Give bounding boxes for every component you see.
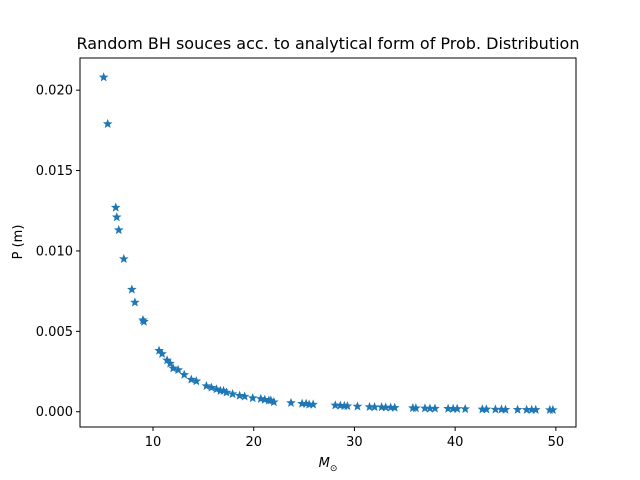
- x-tick-label: 50: [548, 435, 565, 450]
- data-point-star: [460, 403, 471, 414]
- y-axis-title: P (m): [11, 225, 26, 260]
- data-point-star: [113, 225, 124, 235]
- data-point-star: [286, 397, 296, 407]
- data-point-star: [234, 390, 245, 400]
- data-point-star: [512, 404, 523, 414]
- data-point-star: [430, 403, 440, 413]
- x-tick-label: 40: [447, 435, 464, 450]
- data-point-star: [110, 202, 121, 212]
- data-point-star: [389, 402, 400, 412]
- x-axis-title-main: M: [319, 456, 330, 471]
- data-point-star: [130, 297, 140, 307]
- data-point-star: [411, 403, 421, 413]
- data-point-star: [211, 384, 222, 394]
- y-tick-label: 0.010: [36, 244, 73, 259]
- data-point-star: [452, 403, 462, 413]
- plot-frame: [79, 57, 577, 428]
- data-point-star: [227, 389, 238, 399]
- chart-title: Random BH souces acc. to analytical form…: [77, 34, 580, 53]
- data-point-star: [500, 404, 511, 414]
- data-point-star: [206, 382, 217, 392]
- data-point-star: [102, 118, 113, 128]
- y-tick-label: 0.000: [36, 405, 73, 420]
- x-axis: 10 20 30 40 50: [145, 427, 564, 450]
- data-point-star: [111, 212, 122, 222]
- y-tick-label: 0.020: [36, 84, 73, 99]
- x-tick-label: 30: [346, 435, 363, 450]
- data-point-star: [165, 358, 175, 368]
- data-point-star: [221, 387, 232, 397]
- data-point-star: [247, 393, 258, 403]
- data-point-star: [342, 401, 353, 411]
- data-point-star: [168, 363, 178, 373]
- data-point-star: [308, 399, 318, 409]
- data-point-star: [269, 397, 279, 407]
- x-axis-title: M⊙: [319, 456, 338, 474]
- data-point-star: [127, 284, 137, 294]
- data-point-star: [186, 374, 197, 384]
- data-point-star: [98, 72, 109, 82]
- data-point-star: [530, 404, 541, 414]
- data-points: [98, 72, 558, 415]
- data-point-star: [201, 380, 212, 391]
- y-tick-label: 0.005: [36, 325, 73, 340]
- data-point-star: [157, 348, 167, 358]
- data-point-star: [139, 316, 149, 326]
- x-tick-label: 10: [145, 435, 162, 450]
- data-point-star: [481, 404, 492, 414]
- data-point-star: [179, 369, 190, 379]
- data-point-star: [173, 364, 183, 374]
- data-point-star: [352, 401, 363, 411]
- x-axis-title-subscript: ⊙: [330, 464, 338, 474]
- x-tick-label: 20: [245, 435, 262, 450]
- y-tick-label: 0.015: [36, 164, 73, 179]
- y-axis: 0.000 0.005 0.010 0.015 0.020: [36, 84, 80, 420]
- data-point-star: [239, 391, 250, 401]
- data-point-star: [548, 404, 558, 415]
- data-point-star: [191, 376, 202, 386]
- data-point-star: [119, 253, 129, 264]
